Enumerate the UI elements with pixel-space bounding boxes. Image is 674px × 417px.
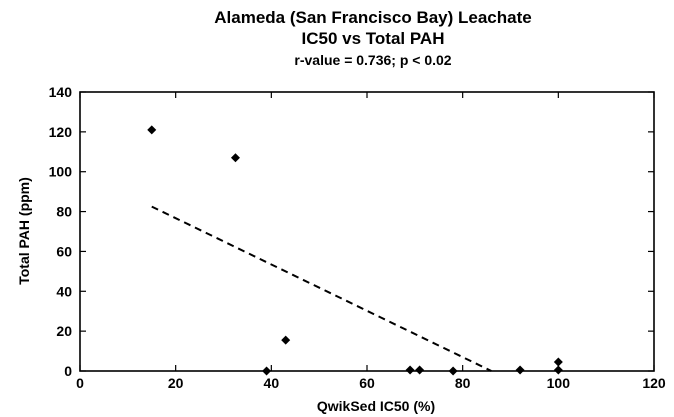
y-tick-label: 60 xyxy=(56,243,72,259)
x-tick-label: 60 xyxy=(359,375,375,391)
chart-subtitle: r-value = 0.736; p < 0.02 xyxy=(294,52,452,68)
data-point xyxy=(147,125,157,135)
y-tick-label: 100 xyxy=(49,164,73,180)
y-tick-label: 20 xyxy=(56,323,72,339)
data-point xyxy=(553,365,563,375)
data-point xyxy=(515,365,525,375)
data-point xyxy=(262,366,272,376)
y-tick-label: 0 xyxy=(64,363,72,379)
x-tick-label: 0 xyxy=(76,375,84,391)
y-tick-label: 40 xyxy=(56,283,72,299)
x-tick-label: 100 xyxy=(547,375,571,391)
x-tick-label: 40 xyxy=(264,375,280,391)
y-axis: 0 20 40 60 80 100 120 140 xyxy=(49,84,654,379)
trendline xyxy=(151,205,492,372)
data-point xyxy=(448,366,458,376)
plot-frame xyxy=(79,91,655,372)
x-tick-label: 20 xyxy=(168,375,184,391)
data-point xyxy=(281,335,291,345)
trendline-group xyxy=(151,205,492,372)
x-axis: 0 20 40 60 80 100 120 xyxy=(76,92,666,391)
data-points xyxy=(147,125,563,376)
chart-title-line2: IC50 vs Total PAH xyxy=(301,29,445,48)
chart-title: Alameda (San Francisco Bay) Leachate xyxy=(214,8,532,27)
data-point xyxy=(553,357,563,367)
y-tick-label: 120 xyxy=(49,124,73,140)
y-axis-title: Total PAH (ppm) xyxy=(16,177,32,285)
x-tick-label: 80 xyxy=(455,375,471,391)
y-tick-label: 80 xyxy=(56,204,72,220)
y-tick-label: 140 xyxy=(49,84,73,100)
plot-area xyxy=(79,91,655,372)
data-point xyxy=(405,365,415,375)
x-axis-title: QwikSed IC50 (%) xyxy=(317,398,435,414)
data-point xyxy=(230,153,240,163)
x-tick-label: 120 xyxy=(642,375,666,391)
data-point xyxy=(415,365,425,375)
